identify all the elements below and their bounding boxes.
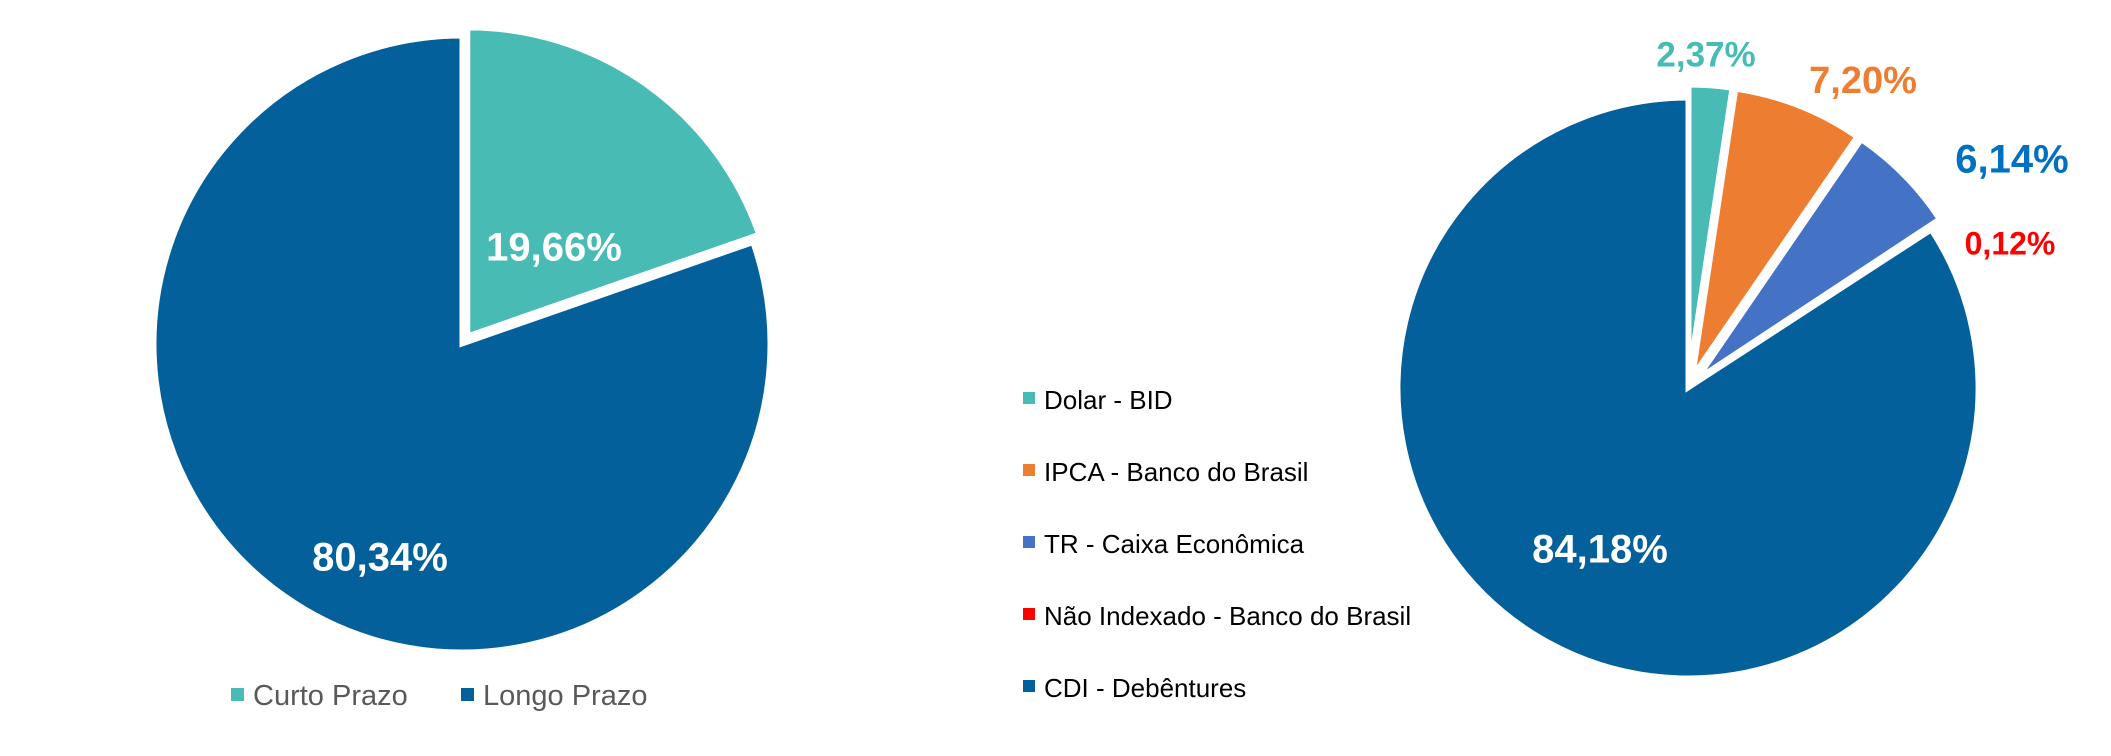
legend-label-nao-indexado-banco-do-brasil: Não Indexado - Banco do Brasil <box>1044 601 1411 631</box>
legend-indexador: Dolar - BID IPCA - Banco do Brasil TR - Ca… <box>1023 385 1411 703</box>
data-label-tr-caixa-economica: 6,14% <box>1955 138 2068 182</box>
pie-slice-cdi-debentures <box>1395 95 1981 681</box>
data-label-curto-prazo: 19,66% <box>486 226 622 270</box>
pie-slice-curto-prazo <box>465 25 762 340</box>
legend-marker-nao-indexado-banco-do-brasil <box>1023 608 1035 620</box>
pie-slice-ipca-banco-do-brasil <box>1690 86 1861 378</box>
data-label-dolar-bid: 2,37% <box>1656 35 1755 74</box>
legend-label-cdi-debentures: CDI - Debêntures <box>1044 673 1246 703</box>
legend-marker-dolar-bid <box>1023 392 1035 404</box>
legend-marker-ipca-banco-do-brasil <box>1023 464 1035 476</box>
legend-label-tr-caixa-economica: TR - Caixa Econômica <box>1044 529 1305 559</box>
pie-slice-longo-prazo <box>151 33 773 655</box>
data-label-nao-indexado-banco-do-brasil: 0,12% <box>1965 225 2056 261</box>
legend-marker-tr-caixa-economica <box>1023 536 1035 548</box>
data-label-cdi-debentures: 84,18% <box>1532 528 1668 572</box>
legend-label-ipca-banco-do-brasil: IPCA - Banco do Brasil <box>1044 457 1308 487</box>
pie-chart-indexador: 2,37% 7,20% 6,14% 0,12% 84,18% <box>1395 35 2069 681</box>
pie-slice-dolar-bid <box>1686 82 1735 376</box>
data-label-ipca-banco-do-brasil: 7,20% <box>1809 60 1917 102</box>
legend-label-curto-prazo: Curto Prazo <box>253 680 408 712</box>
legend-marker-cdi-debentures <box>1023 680 1035 692</box>
legend-prazo: Curto Prazo Longo Prazo <box>231 680 647 712</box>
pie-slice-tr-caixa-economica <box>1695 136 1943 381</box>
data-label-longo-prazo: 80,34% <box>312 536 448 580</box>
legend-marker-longo-prazo <box>461 688 474 701</box>
legend-label-dolar-bid: Dolar - BID <box>1044 385 1173 415</box>
legend-label-longo-prazo: Longo Prazo <box>483 680 647 712</box>
legend-marker-curto-prazo <box>231 688 244 701</box>
pie-chart-prazo: 19,66% 80,34% <box>151 25 773 655</box>
